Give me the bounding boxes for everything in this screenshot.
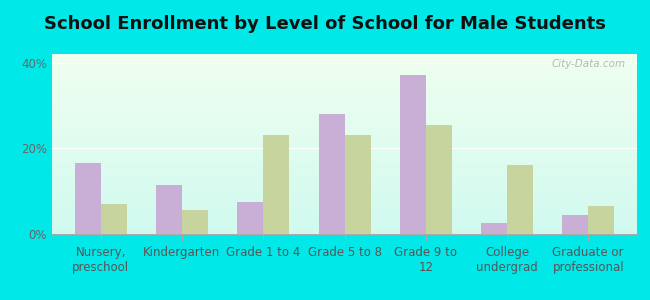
Bar [156, 185, 182, 234]
Bar [101, 204, 127, 234]
Bar [588, 206, 614, 234]
Text: School Enrollment by Level of School for Male Students: School Enrollment by Level of School for… [44, 15, 606, 33]
Text: City-Data.com: City-Data.com [551, 59, 625, 69]
Bar [481, 223, 507, 234]
Bar [344, 135, 370, 234]
Bar [318, 114, 344, 234]
Bar [426, 125, 452, 234]
Bar [507, 165, 533, 234]
Bar [237, 202, 263, 234]
Bar [75, 163, 101, 234]
Bar [182, 210, 208, 234]
Bar [562, 215, 588, 234]
Bar [263, 135, 289, 234]
Bar [400, 75, 426, 234]
